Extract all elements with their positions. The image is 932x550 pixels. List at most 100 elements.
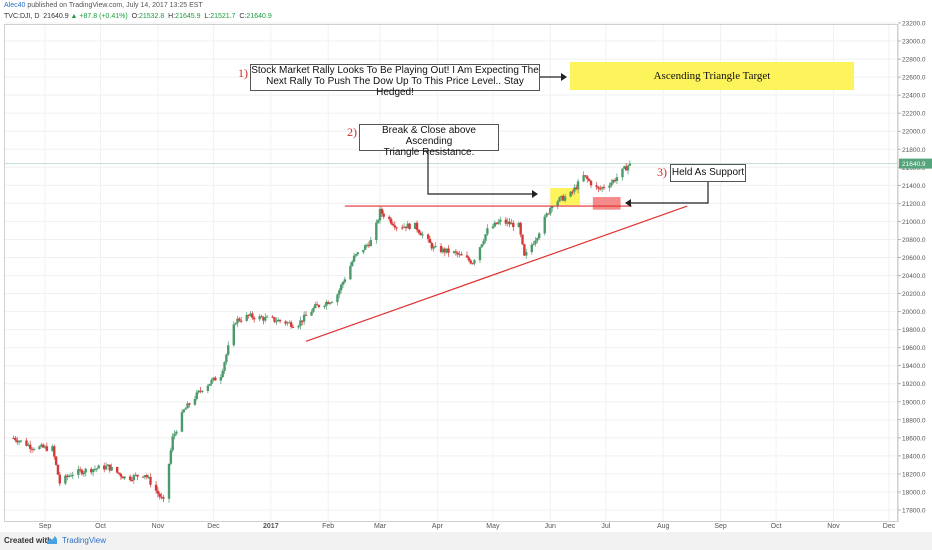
ohlc-legend: TVC:DJI, D 21640.9 ▲ +87.8 (+0.41%) O:21… (4, 12, 272, 21)
trendlines[interactable] (305, 205, 688, 342)
author-link[interactable]: Alec40 (4, 2, 26, 9)
footer-bar: Created with TradingView (0, 532, 932, 550)
candle-body (595, 185, 598, 187)
candle-body (628, 163, 632, 166)
candle-body (352, 255, 356, 262)
candle-body (549, 207, 552, 214)
candle-body (454, 251, 458, 253)
candle-body (441, 248, 445, 253)
candle-body (80, 470, 84, 475)
candle-body (354, 254, 358, 256)
candle-body (169, 450, 173, 464)
candle-body (493, 222, 496, 227)
candle-body (71, 474, 74, 476)
candle-body (491, 226, 495, 229)
candle-body (419, 232, 422, 236)
candle-body (119, 473, 123, 477)
candle-body (401, 227, 404, 229)
candle-body (391, 223, 395, 226)
candle-body (134, 474, 137, 476)
note-3[interactable]: 3) (657, 163, 667, 181)
high-label: H: (168, 13, 176, 20)
time-tick-label: Mar (374, 523, 387, 530)
candle-body (130, 480, 134, 482)
candles (12, 160, 632, 503)
candle-body (447, 248, 450, 253)
last-price-tag-label: 21640.9 (902, 161, 926, 168)
candle-body (367, 244, 371, 247)
candle-body (545, 213, 548, 217)
tradingview-brand[interactable]: TradingView (62, 536, 107, 545)
candle-body (188, 403, 191, 405)
candle-body (227, 345, 230, 355)
note-2-line1: Break & Close above Ascending (382, 125, 476, 147)
price-tick-label: 19000.0 (902, 399, 926, 406)
candle-body (624, 166, 628, 171)
price-chart[interactable]: 17800.0 18000.0 18200.0 18400.0 18600.0 18800… (0, 0, 932, 532)
candle-body (612, 180, 615, 183)
candle-body (576, 181, 580, 190)
time-tick-label: Dec (883, 523, 896, 530)
candle-body (543, 216, 546, 234)
target-zone-label[interactable]: Ascending Triangle Target (570, 62, 854, 90)
candle-body (330, 302, 334, 304)
candle-body (28, 444, 32, 449)
candle-body (288, 322, 291, 324)
candle-body (275, 321, 278, 323)
candle-body (167, 463, 171, 499)
candle-body (586, 176, 589, 180)
price-tick-label: 22800.0 (902, 57, 926, 64)
candle-body (54, 456, 58, 465)
note-3-box[interactable]: Held As Support (670, 164, 746, 182)
candle-body (326, 301, 330, 304)
candle-body (64, 475, 67, 484)
candle-body (301, 320, 304, 322)
candle-body (206, 385, 210, 391)
candle-body (25, 440, 28, 446)
candle-body (341, 282, 345, 285)
candle-body (260, 316, 263, 318)
candle-body (536, 238, 539, 241)
time-axis[interactable]: Sep Oct Nov Dec 2017 Feb Mar Apr May Jun Jul Aug Sep… (39, 523, 896, 530)
candle-body (175, 431, 178, 434)
candle-body (362, 249, 365, 253)
note-2-line2: Triangle Resistance. (383, 147, 475, 158)
candle-body (388, 216, 391, 219)
arrow-head (625, 199, 631, 207)
time-tick-label: Sep (39, 523, 52, 530)
candle-body (608, 185, 611, 188)
candle-body (325, 301, 328, 306)
note-1-box[interactable]: Stock Market Rally Looks To Be Playing O… (250, 64, 540, 98)
candle-body (486, 228, 489, 235)
candle-body (406, 223, 409, 229)
candle-body (547, 213, 550, 215)
candle-body (573, 187, 576, 192)
note-1[interactable]: 1) (238, 64, 248, 82)
candle-body (395, 227, 398, 229)
candle-body (356, 252, 359, 255)
candle-body (426, 234, 430, 239)
open-label: O: (131, 13, 139, 20)
price-tick-label: 19800.0 (902, 327, 926, 334)
price-tick-label: 23200.0 (902, 21, 926, 28)
candle-body (193, 398, 197, 405)
price-axis[interactable]: 17800.0 18000.0 18200.0 18400.0 18600.0 18800… (897, 21, 932, 523)
zone-support (592, 197, 621, 210)
candle-body (69, 475, 73, 477)
price-tick-label: 18200.0 (902, 471, 926, 478)
candle-body (212, 377, 215, 380)
note-2-box[interactable]: Break & Close above Ascending Triangle R… (359, 124, 499, 158)
candle-body (264, 317, 267, 321)
candle-body (247, 314, 250, 316)
price-tick-label: 21000.0 (902, 219, 926, 226)
candle-body (458, 254, 461, 256)
price-tick-label: 23000.0 (902, 39, 926, 46)
candle-body (77, 469, 80, 475)
time-tick-label: Oct (771, 523, 782, 530)
candle-body (460, 254, 463, 256)
candle-body (136, 474, 139, 477)
last-price: 21640.9 (43, 13, 69, 20)
candle-body (408, 223, 411, 229)
note-2[interactable]: 2) (347, 123, 357, 141)
candle-body (128, 476, 132, 481)
